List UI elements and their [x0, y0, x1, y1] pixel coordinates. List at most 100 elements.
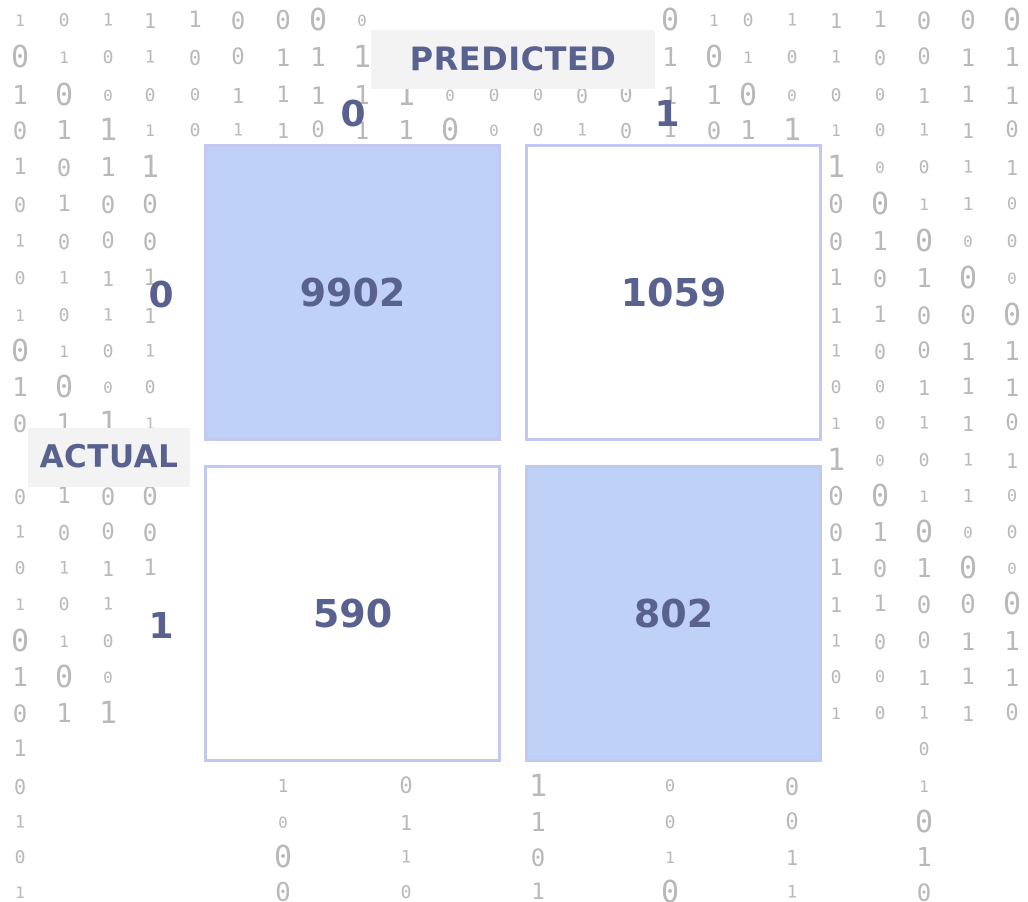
background-digit: 0 — [660, 3, 680, 38]
background-digit: 0 — [189, 85, 201, 106]
background-digit: 0 — [275, 878, 291, 902]
background-digit: 1 — [143, 556, 157, 581]
background-digit: 0 — [786, 47, 798, 68]
background-digit: 1 — [58, 268, 70, 289]
background-digit: 1 — [59, 342, 69, 361]
background-digit: 1 — [15, 11, 25, 30]
background-digit: 1 — [57, 484, 71, 509]
background-digit: 1 — [144, 47, 156, 68]
background-digit: 1 — [101, 557, 115, 581]
background-digit: 1 — [100, 153, 116, 183]
matrix-cell-actual0-pred1: 1059 — [525, 144, 822, 441]
background-digit: 0 — [918, 450, 930, 471]
background-digit: 0 — [870, 187, 890, 222]
background-digit: 0 — [916, 302, 932, 330]
background-digit: 0 — [102, 631, 114, 652]
background-digit: 0 — [144, 85, 156, 106]
background-digit: 0 — [14, 558, 26, 579]
background-digit: 1 — [873, 592, 887, 617]
background-digit: 0 — [101, 229, 115, 254]
background-digit: 0 — [58, 594, 70, 615]
background-digit: 1 — [831, 704, 841, 723]
background-digit: 0 — [872, 265, 888, 293]
background-digit: 0 — [273, 840, 293, 875]
background-digit: 0 — [103, 86, 113, 105]
background-digit: 0 — [914, 224, 934, 259]
background-digit: 1 — [98, 696, 118, 731]
background-digit: 0 — [918, 157, 930, 178]
background-digit: 0 — [873, 630, 887, 654]
background-digit: 0 — [100, 191, 116, 219]
background-digit: 1 — [310, 43, 326, 73]
background-digit: 1 — [101, 267, 115, 291]
background-digit: 1 — [961, 702, 975, 726]
y-tick-label-0: 0 — [148, 275, 174, 316]
background-digit: 0 — [57, 230, 71, 254]
background-digit: 1 — [1004, 43, 1020, 73]
background-digit: 0 — [12, 410, 28, 438]
background-digit: 1 — [140, 150, 160, 185]
background-digit: 0 — [875, 451, 885, 470]
background-digit: 0 — [914, 515, 934, 550]
background-digit: 1 — [530, 808, 546, 838]
background-digit: 0 — [56, 154, 72, 182]
background-digit: 1 — [56, 116, 72, 146]
background-digit: 0 — [918, 739, 930, 760]
background-digit: 1 — [831, 414, 841, 433]
background-digit: 1 — [919, 195, 929, 214]
background-digit: 1 — [144, 341, 156, 362]
background-digit: 0 — [1002, 3, 1022, 38]
background-digit: 0 — [1002, 587, 1022, 622]
background-digit: 0 — [619, 119, 633, 143]
background-digit: 1 — [528, 769, 548, 804]
background-digit: 1 — [662, 43, 678, 73]
background-digit: 0 — [14, 847, 26, 868]
background-digit: 0 — [142, 228, 158, 256]
matrix-cell-actual1-pred1: 802 — [525, 465, 822, 762]
background-digit: 1 — [59, 632, 69, 651]
background-digit: 1 — [962, 194, 974, 215]
background-digit: 0 — [874, 413, 886, 434]
background-digit: 0 — [1006, 522, 1018, 543]
background-digit: 0 — [914, 805, 934, 840]
background-digit: 1 — [98, 113, 118, 148]
background-digit: 1 — [1005, 156, 1019, 180]
background-digit: 0 — [784, 773, 800, 801]
background-digit: 0 — [10, 334, 30, 369]
background-digit: 1 — [102, 594, 114, 615]
background-digit: 0 — [13, 775, 27, 799]
background-digit: 1 — [740, 116, 756, 146]
background-digit: 0 — [874, 703, 886, 724]
background-digit: 0 — [400, 882, 412, 902]
y-axis-title: ACTUAL — [28, 428, 190, 487]
background-digit: 0 — [660, 875, 680, 902]
background-digit: 1 — [1004, 627, 1020, 657]
background-digit: 1 — [399, 811, 413, 835]
background-digit: 0 — [704, 40, 724, 75]
background-digit: 1 — [58, 558, 70, 579]
background-digit: 0 — [916, 7, 932, 35]
cell-value-actual0-pred1: 1059 — [620, 270, 727, 315]
x-tick-label-1: 1 — [654, 94, 680, 135]
background-digit: 1 — [232, 120, 244, 141]
background-digit: 1 — [59, 48, 69, 67]
background-digit: 1 — [143, 9, 157, 33]
background-digit: 0 — [874, 85, 886, 106]
background-digit: 1 — [917, 376, 931, 400]
background-digit: 0 — [188, 46, 202, 70]
background-digit: 0 — [785, 810, 799, 835]
background-digit: 0 — [872, 555, 888, 583]
background-digit: 0 — [738, 78, 758, 113]
background-digit: 1 — [1005, 449, 1019, 473]
background-digit: 0 — [58, 10, 70, 31]
background-digit: 1 — [14, 231, 26, 252]
background-digit: 1 — [962, 486, 974, 507]
background-digit: 0 — [1007, 269, 1017, 288]
background-digit: 1 — [961, 83, 975, 108]
background-digit: 1 — [786, 882, 798, 902]
background-digit: 0 — [100, 483, 116, 511]
background-digit: 0 — [101, 520, 115, 545]
y-tick-label-1: 1 — [148, 606, 174, 647]
background-digit: 0 — [308, 3, 328, 38]
background-digit: 0 — [830, 85, 842, 106]
